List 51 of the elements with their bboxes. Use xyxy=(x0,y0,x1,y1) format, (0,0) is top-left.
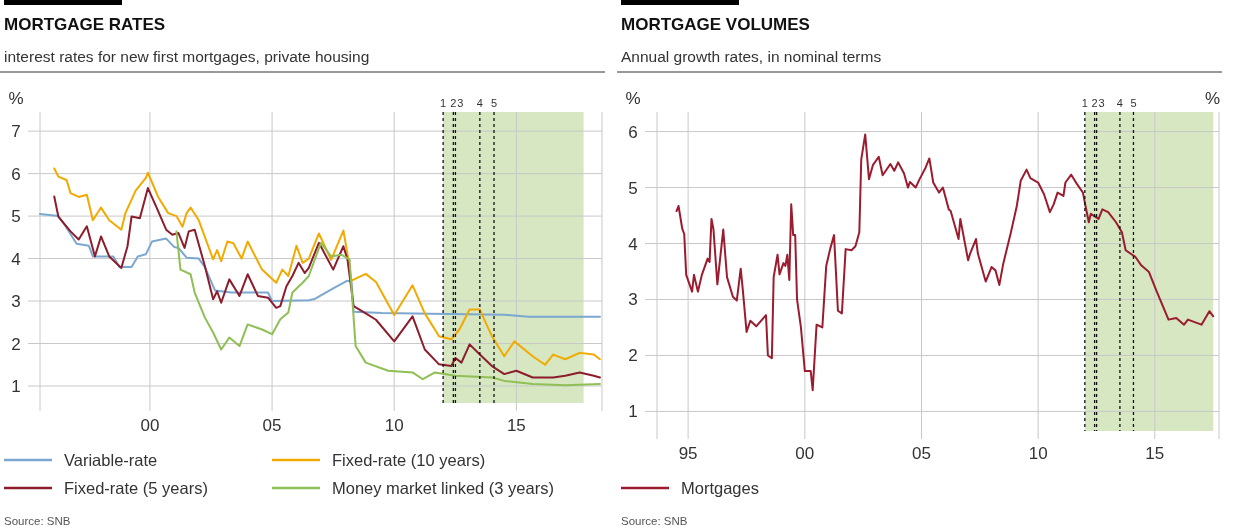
x-tick-label: 15 xyxy=(506,416,526,435)
ref-line-label: 3 xyxy=(457,97,464,109)
ref-line-label: 1 xyxy=(440,97,447,109)
y-tick-label: 6 xyxy=(11,164,21,184)
y-tick-label: 4 xyxy=(11,249,21,269)
y-tick-label: 1 xyxy=(628,402,638,422)
y-axis-title: % xyxy=(625,89,641,108)
y-tick-label: 5 xyxy=(628,178,638,198)
y2-axis-title: % xyxy=(1204,89,1220,108)
x-tick-label: 95 xyxy=(678,444,698,463)
ref-line-label: 4 xyxy=(1116,97,1123,109)
x-tick-label: 10 xyxy=(384,416,404,435)
chart-title: MORTGAGE RATES xyxy=(4,15,166,34)
y-tick-label: 2 xyxy=(628,346,638,366)
line-series xyxy=(53,167,601,366)
x-tick-label: 10 xyxy=(1028,444,1048,463)
x-tick-label: 00 xyxy=(795,444,815,463)
x-tick-label: 00 xyxy=(140,416,160,435)
source-note: Source: SNB xyxy=(621,515,688,527)
y-tick-label: 1 xyxy=(11,377,21,397)
y-tick-label: 5 xyxy=(11,207,21,227)
chart-title: MORTGAGE VOLUMES xyxy=(621,15,810,34)
line-series xyxy=(175,230,601,387)
line-series xyxy=(39,212,601,318)
ref-line-label: 4 xyxy=(476,97,483,109)
y-tick-label: 6 xyxy=(628,122,638,142)
legend-label: Mortgages xyxy=(681,479,759,497)
source-note: Source: SNB xyxy=(4,515,71,527)
ref-line-label: 5 xyxy=(490,97,498,109)
legend-label: Fixed-rate (5 years) xyxy=(64,479,208,497)
line-series xyxy=(53,187,601,379)
legend-label: Fixed-rate (10 years) xyxy=(332,451,486,469)
y-tick-label: 4 xyxy=(628,234,638,254)
y-tick-label: 2 xyxy=(11,334,21,354)
y-tick-label: 3 xyxy=(11,292,21,312)
y-tick-label: 3 xyxy=(628,290,638,310)
x-tick-label: 05 xyxy=(262,416,282,435)
line-series xyxy=(675,133,1215,392)
ref-line-label: 5 xyxy=(1130,97,1137,109)
ref-line-label: 3 xyxy=(1098,97,1105,109)
y-tick-label: 7 xyxy=(11,122,21,142)
y-axis-title: % xyxy=(8,89,24,108)
ref-line-label: 2 xyxy=(450,97,457,109)
x-tick-label: 05 xyxy=(912,444,931,463)
x-tick-label: 15 xyxy=(1145,444,1165,463)
ref-line-label: 2 xyxy=(1091,97,1098,109)
legend-label: Money market linked (3 years) xyxy=(332,479,554,497)
chart-subtitle: Annual growth rates, in nominal terms xyxy=(621,48,882,65)
chart-subtitle: interest rates for new first mortgages, private housing xyxy=(4,48,370,65)
ref-line-label: 1 xyxy=(1081,97,1088,109)
legend-label: Variable-rate xyxy=(64,451,158,469)
